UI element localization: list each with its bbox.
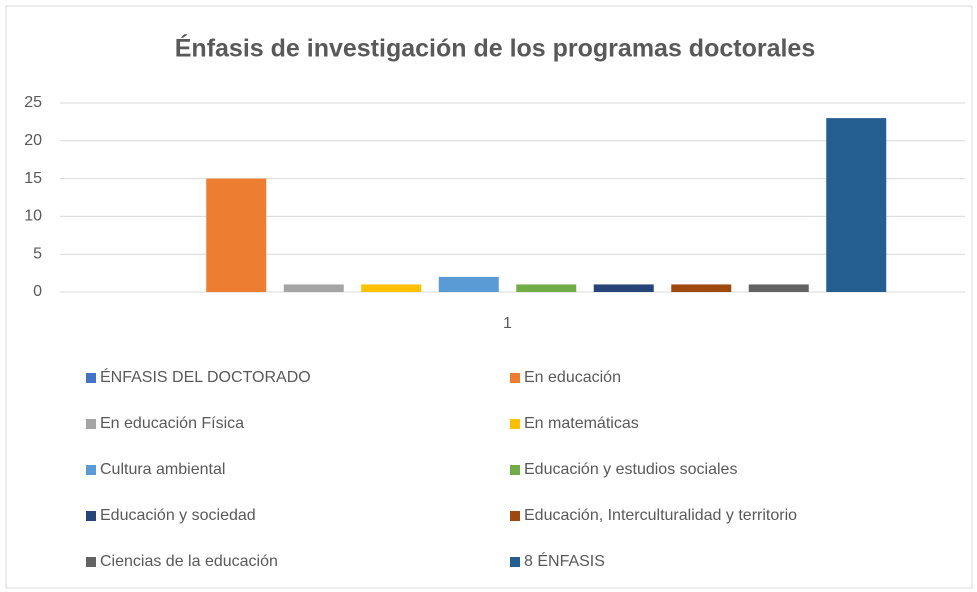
legend-label: En educación: [524, 369, 621, 386]
bar: [826, 118, 887, 293]
legend-label: Educación y estudios sociales: [524, 461, 737, 478]
y-tick-label: 25: [24, 94, 42, 111]
y-tick-label: 20: [24, 132, 42, 149]
bar: [671, 284, 732, 292]
legend-swatch: [510, 465, 520, 475]
legend-swatch: [86, 557, 96, 567]
y-tick-label: 5: [33, 245, 42, 262]
legend-label: ÉNFASIS DEL DOCTORADO: [100, 367, 311, 386]
bar: [593, 284, 654, 292]
y-tick-label: 10: [24, 208, 42, 225]
y-tick-label: 0: [33, 283, 42, 300]
x-tick-label: 1: [503, 315, 512, 332]
bar: [361, 284, 422, 292]
legend-label: En matemáticas: [524, 415, 639, 432]
bar: [206, 178, 267, 292]
legend-swatch: [510, 419, 520, 429]
bar: [748, 284, 809, 292]
y-tick-label: 15: [24, 170, 42, 187]
bar: [438, 276, 499, 292]
legend-swatch: [86, 465, 96, 475]
legend-swatch: [510, 373, 520, 383]
legend-label: 8 ÉNFASIS: [524, 551, 605, 570]
legend-swatch: [86, 419, 96, 429]
legend-label: En educación Física: [100, 415, 244, 432]
legend-label: Ciencias de la educación: [100, 553, 278, 570]
chart-title: Énfasis de investigación de los programa…: [175, 34, 815, 63]
legend-swatch: [86, 511, 96, 521]
legend-label: Cultura ambiental: [100, 461, 225, 478]
legend-swatch: [510, 557, 520, 567]
chart-border: [5, 5, 973, 589]
bar: [283, 284, 344, 292]
legend-swatch: [510, 511, 520, 521]
legend-label: Educación, Interculturalidad y territori…: [524, 507, 797, 524]
legend-swatch: [86, 373, 96, 383]
bar: [516, 284, 577, 292]
legend-label: Educación y sociedad: [100, 507, 256, 524]
